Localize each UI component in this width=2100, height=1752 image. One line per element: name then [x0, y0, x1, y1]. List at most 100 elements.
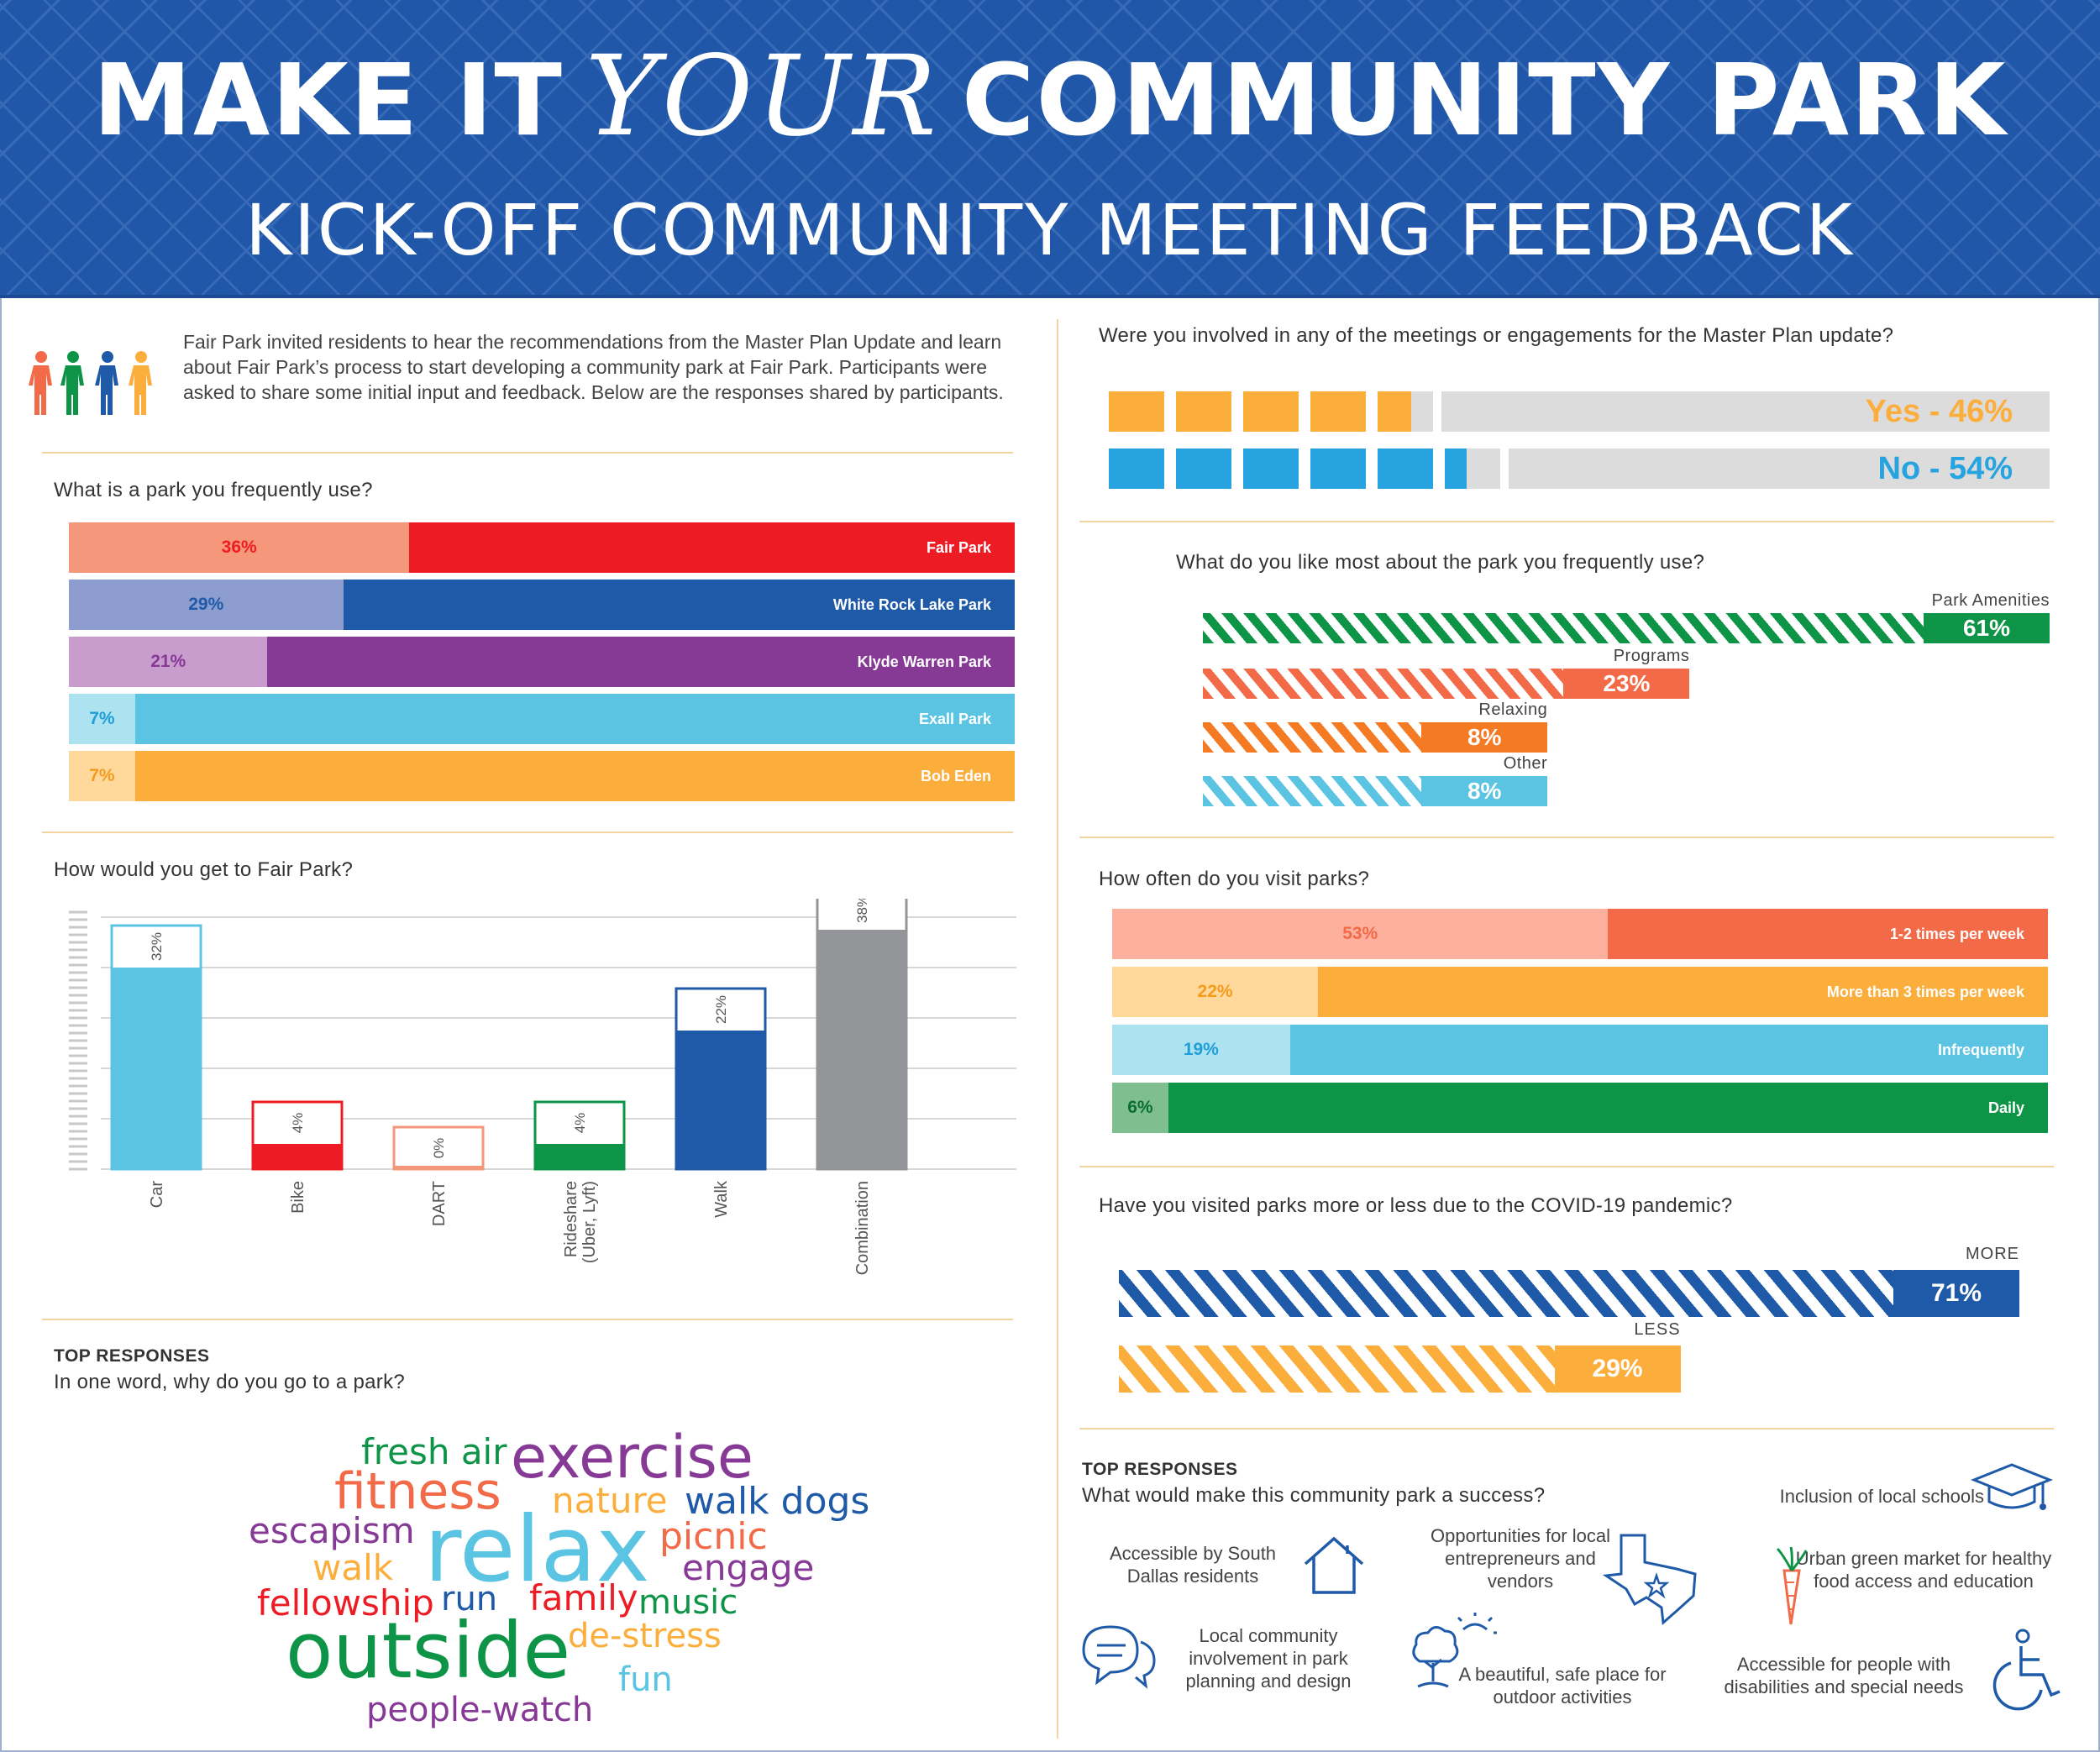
success-involvement-text: Local community involvement in park plan…	[1185, 1625, 1352, 1692]
transport-category-car-line0: Car	[148, 1181, 166, 1209]
person-blue-icon	[95, 351, 118, 415]
intro-text: Fair Park invited residents to hear the …	[183, 331, 1004, 403]
involved-block-no	[1109, 448, 1164, 489]
word-walk-dogs: walk dogs	[685, 1480, 870, 1523]
transport-value-dart: 0%	[431, 1138, 447, 1159]
like-bar-category-other: Other	[1503, 754, 1548, 773]
word-nature: nature	[552, 1480, 668, 1521]
involved-label-no: No - 54%	[1877, 451, 2013, 486]
covid-bar-category-more: MORE	[1966, 1245, 2019, 1263]
often-bar-value-daily: 6%	[1112, 1083, 1168, 1133]
park-bar-label-bob-eden: Bob Eden	[134, 751, 1015, 801]
involved-block-no	[1176, 448, 1231, 489]
park-bar-label-white-rock-lake-park: White Rock Lake Park	[343, 580, 1015, 630]
transport-bar-rideshare-uber-lyft	[535, 1144, 624, 1169]
covid-bar-value-less: 29%	[1554, 1345, 1681, 1393]
person-green-icon	[60, 351, 84, 415]
word-fun: fun	[618, 1660, 673, 1699]
like-bar-value-relaxing: 8%	[1421, 722, 1548, 753]
success-schools-text: Inclusion of local schools	[1779, 1486, 1984, 1507]
like-bar-category-park-amenities: Park Amenities	[1931, 591, 2050, 610]
transport-category-combination-line0: Combination	[853, 1181, 872, 1275]
word-picnic: picnic	[659, 1515, 768, 1558]
involved-block-partial-no	[1445, 448, 1467, 489]
person-yellow-icon	[129, 351, 152, 415]
park-bar-label-exall-park: Exall Park	[134, 694, 1015, 744]
success-top-label: TOP RESPONSES	[1082, 1460, 1238, 1479]
often-bar-row-infrequently: 19% Infrequently	[1112, 1025, 2048, 1075]
covid-title: Have you visited parks more or less due …	[1099, 1194, 1733, 1217]
transport-bar-car	[112, 968, 201, 1169]
divider	[42, 831, 1013, 833]
divider	[42, 1319, 1013, 1320]
transport-category-bike-line0: Bike	[289, 1181, 307, 1214]
involved-row-no: No - 54%	[1109, 448, 2050, 489]
transport-value-combination: 38%	[854, 899, 870, 923]
involved-block-no	[1243, 448, 1299, 489]
success-green-market-text: Urban green market for healthy food acce…	[1795, 1548, 2052, 1592]
park-bar-value-exall-park: 7%	[69, 694, 135, 744]
frequent-park-title: What is a park you frequently use?	[54, 479, 373, 501]
word-engage: engage	[682, 1547, 815, 1588]
divider	[42, 452, 1013, 454]
park-bar-row-fair-park: 36% Fair Park	[69, 522, 1015, 573]
word-de-stress: de-stress	[568, 1617, 722, 1655]
covid-bar-category-less: LESS	[1634, 1320, 1681, 1339]
word-family: family	[529, 1577, 638, 1618]
covid-bar-value-more: 71%	[1893, 1270, 2019, 1317]
park-bar-value-klyde-warren-park: 21%	[69, 637, 268, 687]
like-bar-category-relaxing: Relaxing	[1478, 700, 1548, 719]
like-bar-value-programs: 23%	[1563, 669, 1690, 699]
like-bar-bar-other: 8%	[1203, 776, 1548, 806]
involved-block-yes	[1176, 391, 1231, 432]
like-bar-bar-relaxing: 8%	[1203, 722, 1548, 753]
texas-map-icon	[1602, 1534, 1697, 1626]
involved-block-no	[1310, 448, 1366, 489]
like-bar-category-programs: Programs	[1613, 647, 1690, 665]
title-part2: COMMUNITY PARK	[961, 42, 2008, 158]
divider	[1079, 1428, 2054, 1429]
success-accessible-text: Accessible for people with disabilities …	[1724, 1654, 1964, 1697]
often-bar-row-more-than-3-times-per-week: 22% More than 3 times per week	[1112, 967, 2048, 1017]
word-cloud-top-label: TOP RESPONSES	[54, 1346, 210, 1366]
people-icon	[29, 351, 152, 415]
how-often-title: How often do you visit parks?	[1099, 868, 1370, 890]
page-title: MAKE IT YOUR COMMUNITY PARK	[0, 32, 2100, 161]
transport-category-rideshare-uber-lyft-line1: (Uber, Lyft)	[580, 1181, 599, 1263]
wheelchair-icon	[1992, 1629, 2061, 1711]
transport-bar-bike	[253, 1144, 342, 1169]
person-orange-icon	[29, 351, 52, 415]
word-cloud-title: In one word, why do you go to a park?	[54, 1371, 406, 1393]
graduation-cap-icon	[1970, 1463, 2054, 1510]
often-bar-value-1-2-times-per-week: 53%	[1112, 909, 1609, 959]
involved-block-no	[1378, 448, 1433, 489]
like-most-title: What do you like most about the park you…	[1176, 551, 1705, 574]
often-bar-label-infrequently: Infrequently	[1289, 1025, 2048, 1075]
involved-block-yes	[1109, 391, 1164, 432]
covid-bar-bar-more: 71%	[1119, 1270, 2019, 1317]
transport-category-dart-line0: DART	[430, 1181, 449, 1226]
often-bar-label-daily: Daily	[1168, 1083, 2048, 1133]
carrot-icon	[1776, 1546, 1808, 1625]
success-south-dallas-text: Accessible by South Dallas residents	[1109, 1543, 1277, 1587]
success-entrepreneurs-text: Opportunities for local entrepreneurs an…	[1431, 1525, 1610, 1592]
word-fitness: fitness	[334, 1462, 501, 1521]
often-bar-row-1-2-times-per-week: 53% 1-2 times per week	[1112, 909, 2048, 959]
word-run: run	[441, 1580, 498, 1618]
park-bar-value-white-rock-lake-park: 29%	[69, 580, 344, 630]
transport-title: How would you get to Fair Park?	[54, 858, 354, 881]
park-bar-value-bob-eden: 7%	[69, 751, 135, 801]
involved-row-yes: Yes - 46%	[1109, 391, 2050, 432]
covid-bar-bar-less: 29%	[1119, 1345, 1681, 1393]
content-frame	[0, 298, 2100, 1752]
word-fresh-air: fresh air	[361, 1431, 507, 1472]
transport-bar-dart	[394, 1166, 483, 1169]
title-script-word: YOUR	[585, 32, 940, 161]
transport-value-car: 32%	[149, 932, 165, 961]
column-divider	[1057, 319, 1058, 1739]
divider	[1079, 521, 2054, 522]
often-bar-label-more-than-3-times-per-week: More than 3 times per week	[1318, 967, 2048, 1017]
transport-value-bike: 4%	[290, 1113, 306, 1134]
transport-category-rideshare-uber-lyft-line0: Rideshare	[562, 1181, 580, 1257]
park-bar-row-exall-park: 7% Exall Park	[69, 694, 1015, 744]
